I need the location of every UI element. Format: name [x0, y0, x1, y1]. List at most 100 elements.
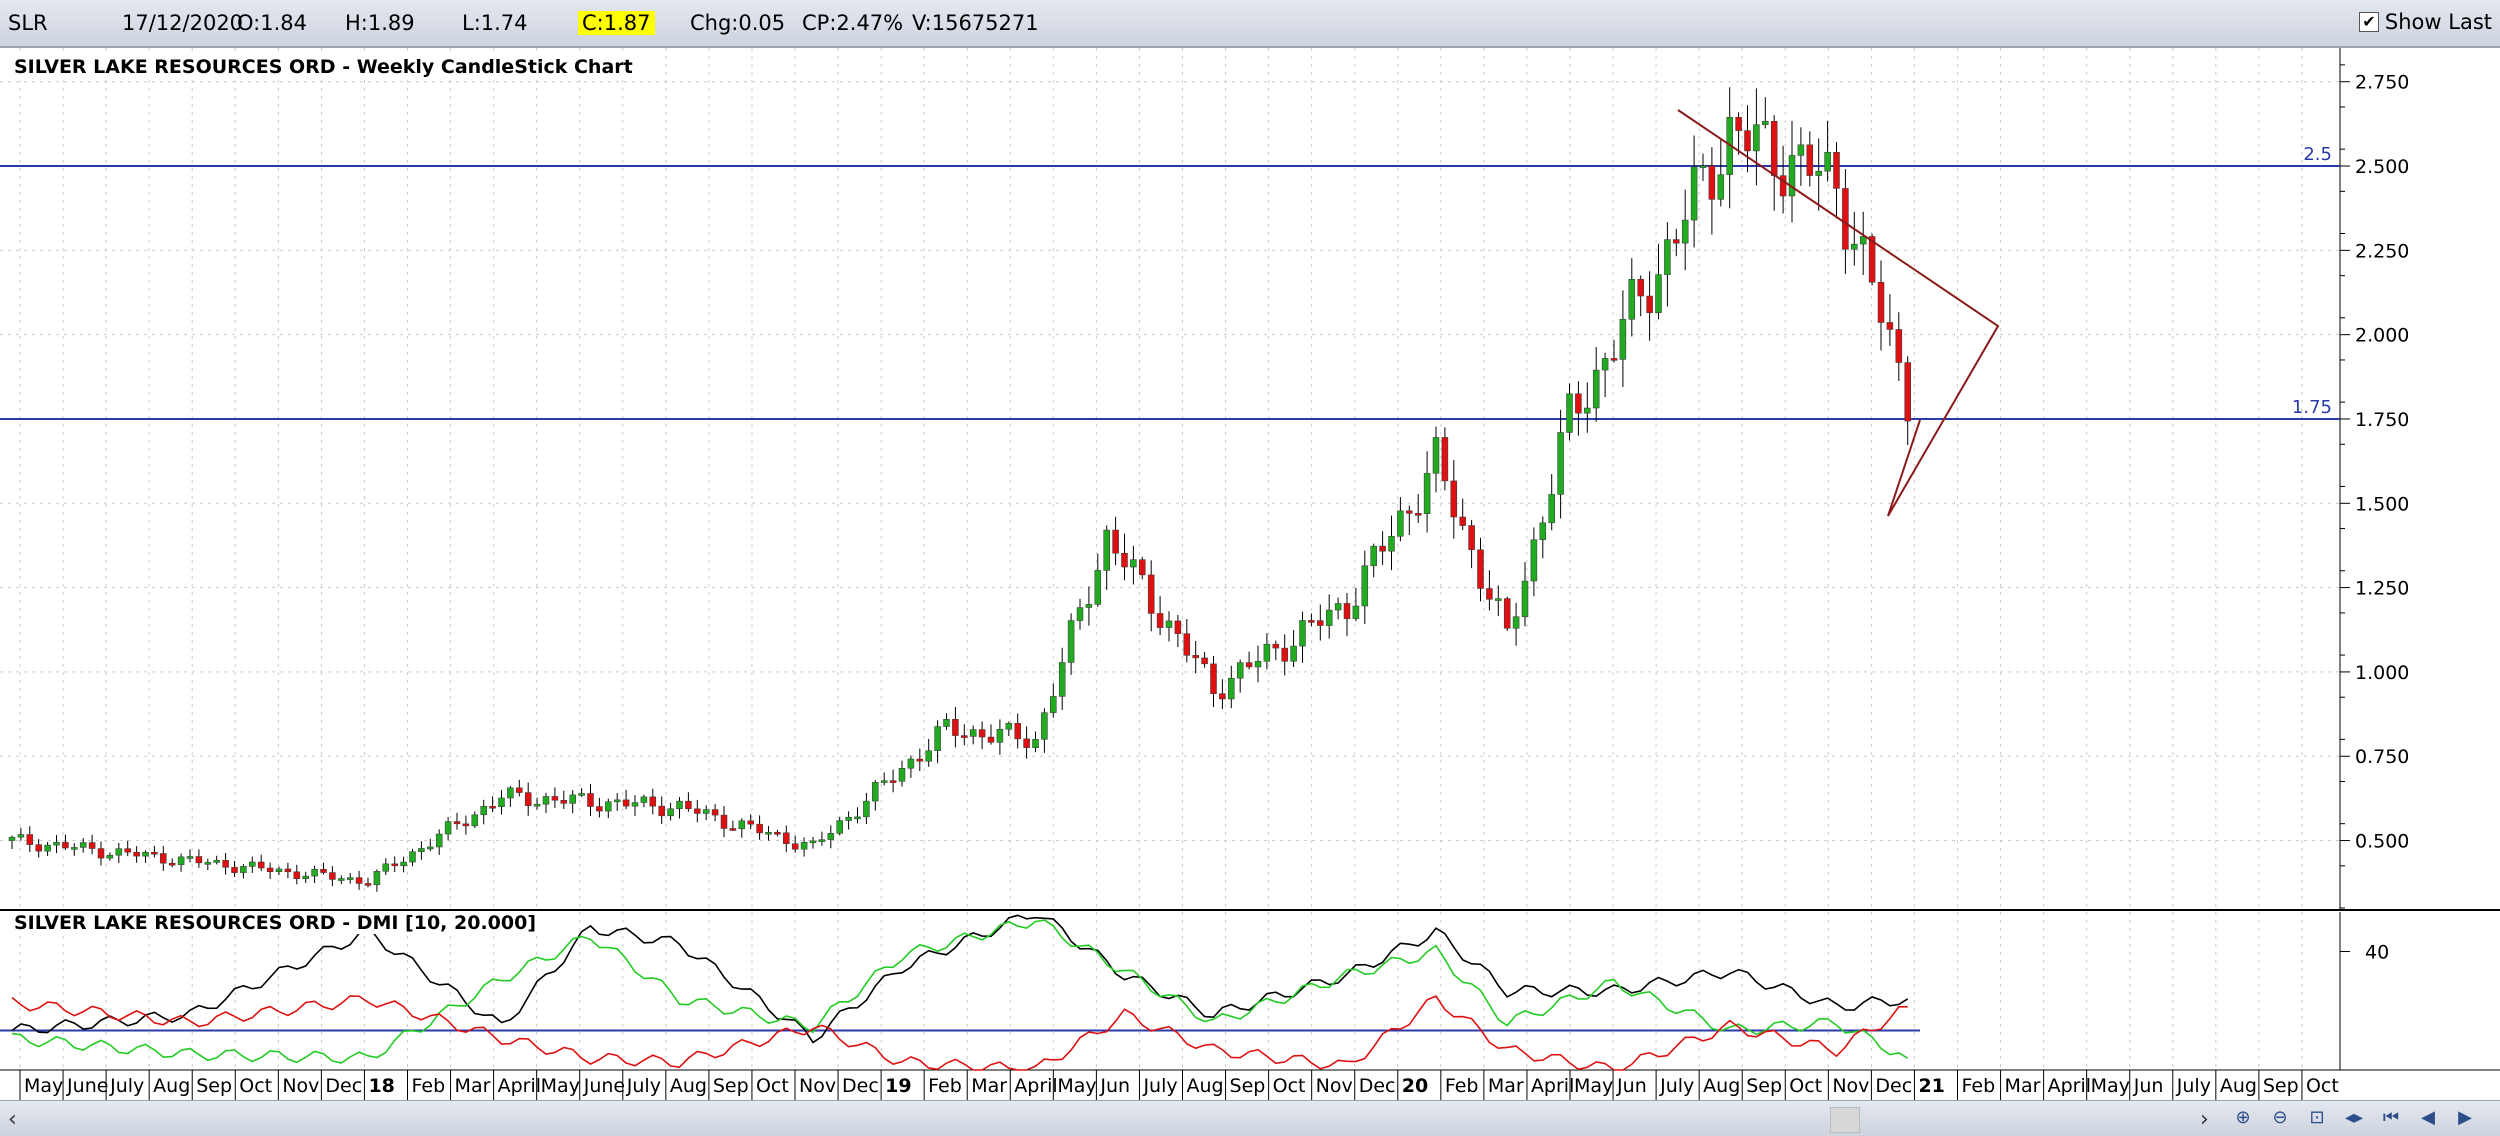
candle: [1779, 175, 1787, 197]
x-tick-label: Nov: [1832, 1075, 1869, 1097]
candle: [435, 833, 443, 848]
candle: [1041, 712, 1048, 740]
x-tick-label: May: [1574, 1075, 1613, 1097]
x-tick-label: April: [498, 1075, 541, 1097]
y-tick-label: 2.750: [2355, 72, 2409, 94]
candle: [1806, 144, 1814, 176]
candle: [943, 719, 950, 727]
scroll-left-icon[interactable]: ‹: [8, 1107, 17, 1132]
candle: [845, 816, 852, 821]
y-tick-label: 1.250: [2355, 578, 2409, 600]
x-tick-label: Sep: [196, 1075, 232, 1097]
candle: [240, 866, 247, 873]
candle: [79, 842, 87, 848]
candle: [498, 797, 505, 807]
candle: [1050, 696, 1057, 713]
x-tick-label: April: [1014, 1075, 1057, 1097]
candle: [1619, 319, 1627, 360]
x-tick-label: Mar: [1488, 1075, 1524, 1097]
zoom-out-icon[interactable]: ⊖: [2272, 1107, 2288, 1128]
candle: [961, 735, 968, 738]
candle: [471, 814, 479, 827]
candle: [1575, 393, 1582, 414]
candle: [649, 796, 657, 807]
change-pct-value: CP:2.47%: [802, 11, 904, 35]
checkbox-icon[interactable]: ✔: [2358, 12, 2379, 32]
candle: [631, 802, 639, 807]
candle: [1895, 329, 1903, 363]
zoom-in-icon[interactable]: ⊕: [2235, 1107, 2251, 1128]
candle: [1859, 236, 1867, 245]
candle: [1236, 662, 1244, 679]
candle: [382, 863, 390, 872]
candle: [168, 862, 176, 866]
x-tick-label: April: [2048, 1075, 2091, 1097]
expand-icon[interactable]: ◂▸: [2344, 1107, 2364, 1128]
zoom-fit-icon[interactable]: ⊡: [2309, 1107, 2325, 1128]
first-page-icon[interactable]: ⏮: [2382, 1107, 2400, 1128]
candle: [1646, 295, 1653, 313]
candle: [516, 787, 523, 793]
candle: [676, 800, 683, 810]
x-tick-label: April: [1531, 1075, 1574, 1097]
candle: [1744, 130, 1751, 152]
candle: [1058, 662, 1066, 697]
candle: [1067, 620, 1075, 663]
dmi-series-line: [11, 995, 1908, 1071]
x-tick-label: July: [1659, 1075, 1694, 1097]
candle: [1842, 188, 1849, 250]
candle: [791, 843, 799, 850]
show-last-toggle[interactable]: ✔ Show Last: [2358, 10, 2492, 34]
candle: [1076, 607, 1084, 621]
dmi-chart-title: SILVER LAKE RESOURCES ORD - DMI [10, 20.…: [12, 912, 539, 934]
candle: [1486, 588, 1493, 600]
candle: [1468, 525, 1475, 551]
chart-canvas[interactable]: May June July Aug Sep Oct Nov Dec 18 Feb Mar April M…: [0, 48, 2500, 1100]
candle: [355, 877, 363, 884]
candle: [578, 793, 585, 796]
candle: [195, 856, 203, 864]
candle: [142, 851, 149, 857]
candle: [1690, 166, 1698, 221]
candle: [1085, 604, 1093, 608]
candle: [1548, 494, 1555, 524]
candle: [613, 799, 621, 803]
candle: [115, 848, 123, 856]
candle: [1664, 239, 1671, 275]
candle: [880, 780, 888, 783]
candle: [1112, 529, 1119, 554]
y-tick-label: 1.500: [2355, 493, 2409, 515]
previous-icon[interactable]: ◀: [2421, 1107, 2435, 1128]
candle: [694, 808, 701, 814]
candle: [907, 758, 915, 769]
x-tick-label: Oct: [1273, 1075, 1306, 1097]
candle: [658, 805, 665, 817]
candle: [1637, 279, 1644, 297]
candle: [1681, 219, 1689, 244]
next-icon[interactable]: ▶: [2458, 1107, 2472, 1128]
x-tick-label: Jun: [1099, 1075, 1130, 1097]
x-tick-label: Aug: [670, 1075, 707, 1097]
scroll-thumb[interactable]: [1830, 1107, 1860, 1133]
candle: [1183, 633, 1191, 656]
candle: [1762, 121, 1769, 125]
candle: [1219, 693, 1226, 700]
candle: [854, 816, 861, 820]
candle: [17, 834, 25, 838]
scroll-right-icon[interactable]: ›: [2200, 1107, 2209, 1132]
quote-header: SLR 17/12/2020 O:1.84 H:1.89 L:1.74 C:1.…: [0, 0, 2500, 48]
candle: [996, 728, 1004, 743]
candle: [1210, 663, 1217, 694]
candle: [284, 868, 292, 873]
x-tick-label: Feb: [928, 1075, 962, 1097]
scroll-bar[interactable]: ‹ › ⊕ ⊖ ⊡ ◂▸ ⏮ ◀ ▶: [0, 1100, 2500, 1136]
candle: [1432, 437, 1440, 474]
candle: [605, 801, 612, 812]
candle: [916, 758, 924, 762]
x-tick-label: Nov: [282, 1075, 319, 1097]
x-tick-label: July: [109, 1075, 144, 1097]
candle: [1343, 603, 1351, 619]
candle: [1228, 677, 1235, 700]
candle: [1281, 647, 1288, 662]
open-value: O:1.84: [237, 11, 307, 35]
